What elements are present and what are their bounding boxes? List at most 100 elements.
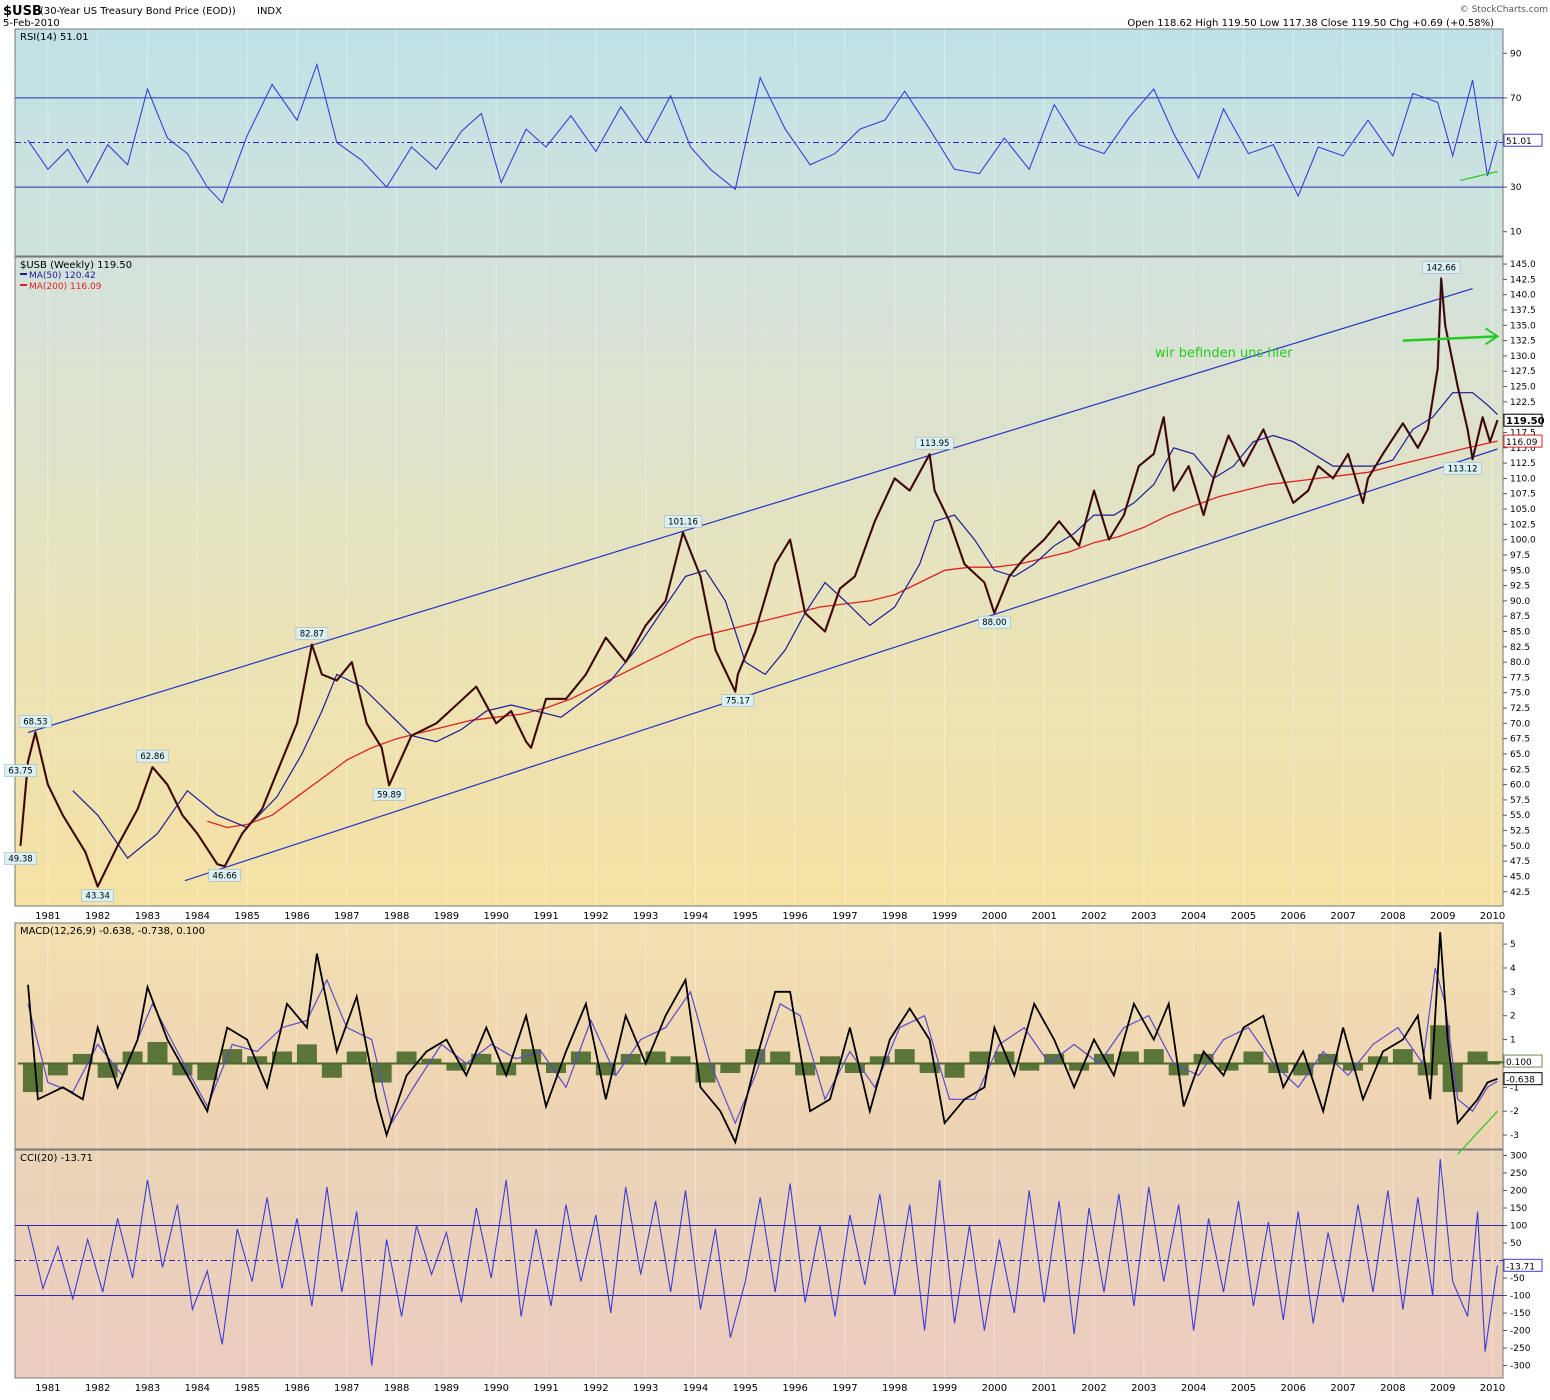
cci-xtick-label-1999: 1999 bbox=[932, 1383, 957, 1394]
macd-histogram-bar bbox=[695, 1063, 716, 1083]
macd-histogram-bar bbox=[1044, 1053, 1065, 1064]
price-xtick-label-1991: 1991 bbox=[533, 911, 558, 922]
price-point-label-box bbox=[1422, 261, 1461, 274]
price-xtick-label-1989: 1989 bbox=[434, 911, 459, 922]
rsi-ytick-tick-label: 30 bbox=[1510, 183, 1522, 193]
price-ytick-tick-label: 92.5 bbox=[1510, 582, 1530, 592]
macd-ytick-tick-label: 1 bbox=[1510, 1036, 1516, 1046]
price-xtick-label-2009: 2009 bbox=[1430, 911, 1455, 922]
price-ytick-tick-label: 130.0 bbox=[1510, 352, 1536, 362]
cci-line bbox=[27, 1158, 1499, 1366]
cci-ytick-tick-label: -200 bbox=[1510, 1327, 1531, 1337]
price-xtick-label-1992: 1992 bbox=[583, 911, 608, 922]
price-ytick-tick-label: 52.5 bbox=[1510, 827, 1530, 837]
cci-xtick-label-2010: 2010 bbox=[1480, 1383, 1505, 1394]
macd-last-value-text: -0.638 bbox=[1506, 1076, 1535, 1086]
macd-histogram-bar bbox=[446, 1063, 467, 1071]
price-ytick-tick-label: 135.0 bbox=[1510, 321, 1536, 331]
price-ytick-tick-label: 77.5 bbox=[1510, 673, 1530, 683]
price-xtick-label-2002: 2002 bbox=[1081, 911, 1106, 922]
macd-histogram-bar bbox=[1318, 1053, 1339, 1064]
cci-xtick-label-2006: 2006 bbox=[1281, 1383, 1306, 1394]
lower-channel-line bbox=[184, 448, 1498, 882]
cci-xtick-label-1993: 1993 bbox=[633, 1383, 658, 1394]
cci-xtick-label-1985: 1985 bbox=[234, 1383, 259, 1394]
rsi-divergence-line bbox=[1460, 170, 1498, 181]
macd-ytick-tick-label: -3 bbox=[1510, 1131, 1519, 1141]
cci-xtick-label-1986: 1986 bbox=[284, 1383, 309, 1394]
price-ytick-tick-label: 105.0 bbox=[1510, 505, 1536, 515]
price-ytick-tick-label: 125.0 bbox=[1510, 383, 1536, 393]
price-point-label: 59.89 bbox=[377, 790, 401, 800]
rsi-title-text: RSI(14) 51.01 bbox=[20, 32, 89, 43]
price-ytick-tick-label: 132.5 bbox=[1510, 337, 1536, 347]
cci-xtick-label-2007: 2007 bbox=[1330, 1383, 1355, 1394]
price-ytick-tick-label: 115.0 bbox=[1510, 444, 1536, 454]
price-ytick-tick-label: 100.0 bbox=[1510, 536, 1536, 546]
macd-histogram-bar bbox=[919, 1063, 940, 1073]
price-ytick-tick-label: 145.0 bbox=[1510, 260, 1536, 270]
price-ytick-tick-label: 90.0 bbox=[1510, 597, 1530, 607]
cci-xtick-label-1997: 1997 bbox=[832, 1383, 857, 1394]
cci-xtick-label-1998: 1998 bbox=[882, 1383, 907, 1394]
price-point-label: 43.34 bbox=[86, 892, 110, 902]
date: 5-Feb-2010 bbox=[3, 18, 60, 29]
macd-histogram-bar bbox=[770, 1051, 791, 1064]
branding: © StockCharts.com bbox=[1460, 5, 1548, 15]
price-xtick-label-1998: 1998 bbox=[882, 911, 907, 922]
macd-histogram-bar bbox=[819, 1056, 840, 1064]
macd-histogram-bar bbox=[844, 1063, 865, 1073]
cci-ytick-tick-label: 50 bbox=[1510, 1239, 1522, 1249]
price-point-label: 142.66 bbox=[1426, 263, 1456, 273]
macd-histogram-bar bbox=[1293, 1063, 1314, 1076]
price-point-label: 68.53 bbox=[23, 717, 47, 727]
symbol: $USB bbox=[3, 4, 42, 19]
macd-histogram-bar bbox=[570, 1051, 591, 1064]
ma200-last-value-box bbox=[1503, 434, 1543, 448]
macd-ytick-tick-label: 3 bbox=[1510, 988, 1516, 998]
cci-last-value-text: -13.71 bbox=[1506, 1262, 1535, 1272]
price-xtick-label-1981: 1981 bbox=[35, 911, 60, 922]
price-xtick-label-1983: 1983 bbox=[135, 911, 160, 922]
price-point-label-box bbox=[1443, 462, 1482, 475]
price-xtick-label-2010: 2010 bbox=[1480, 911, 1505, 922]
price-point-label-box bbox=[915, 436, 954, 450]
price-xtick-label-1999: 1999 bbox=[932, 911, 957, 922]
price-ytick-tick-label: 45.0 bbox=[1510, 872, 1530, 882]
cci-ytick-tick-label: 300 bbox=[1510, 1152, 1527, 1162]
price-ytick-tick-label: 62.5 bbox=[1510, 765, 1530, 775]
price-ytick-tick-label: 80.0 bbox=[1510, 658, 1530, 668]
price-xtick-label-1988: 1988 bbox=[384, 911, 409, 922]
cci-xtick-label-1991: 1991 bbox=[533, 1383, 558, 1394]
ma200-last-value-text: 116.09 bbox=[1506, 438, 1538, 448]
price-xtick-label-2003: 2003 bbox=[1131, 911, 1156, 922]
macd-ytick-tick-label: -2 bbox=[1510, 1107, 1519, 1117]
price-point-label-box bbox=[4, 764, 37, 777]
macd-histogram-bar bbox=[720, 1063, 741, 1073]
macd-histogram-bar bbox=[1118, 1051, 1139, 1064]
price-ytick-tick-label: 110.0 bbox=[1510, 474, 1536, 484]
cci-xtick-label-2008: 2008 bbox=[1380, 1383, 1405, 1394]
price-ytick-tick-label: 85.0 bbox=[1510, 627, 1530, 637]
price-point-label-box bbox=[19, 715, 52, 728]
cci-xtick-label-1982: 1982 bbox=[85, 1383, 110, 1394]
macd-hist-last-value-box bbox=[1503, 1054, 1543, 1068]
macd-histogram-bar bbox=[1467, 1051, 1488, 1064]
cci-xtick-label-1996: 1996 bbox=[782, 1383, 807, 1394]
price-point-label-box bbox=[81, 889, 114, 902]
macd-histogram-bar bbox=[147, 1041, 168, 1064]
macd-histogram-bar bbox=[1487, 1061, 1508, 1064]
price-xtick-label-1993: 1993 bbox=[633, 911, 658, 922]
macd-histogram-bar bbox=[1417, 1063, 1438, 1076]
price-ytick-tick-label: 47.5 bbox=[1510, 857, 1530, 867]
price-point-label-box bbox=[663, 515, 703, 528]
price-point-label: 101.16 bbox=[668, 518, 698, 528]
macd-panel bbox=[14, 922, 1504, 1150]
cci-xtick-label-1981: 1981 bbox=[35, 1383, 60, 1394]
macd-histogram-bar bbox=[1143, 1049, 1164, 1064]
ohlc-summary: Open 118.62 High 119.50 Low 117.38 Close… bbox=[1127, 18, 1494, 29]
price-point-label-box bbox=[208, 869, 241, 882]
price-point-label-box bbox=[721, 694, 755, 707]
price-last-value-text: 119.50 bbox=[1506, 416, 1545, 427]
price-ytick-tick-label: 95.0 bbox=[1510, 566, 1530, 576]
